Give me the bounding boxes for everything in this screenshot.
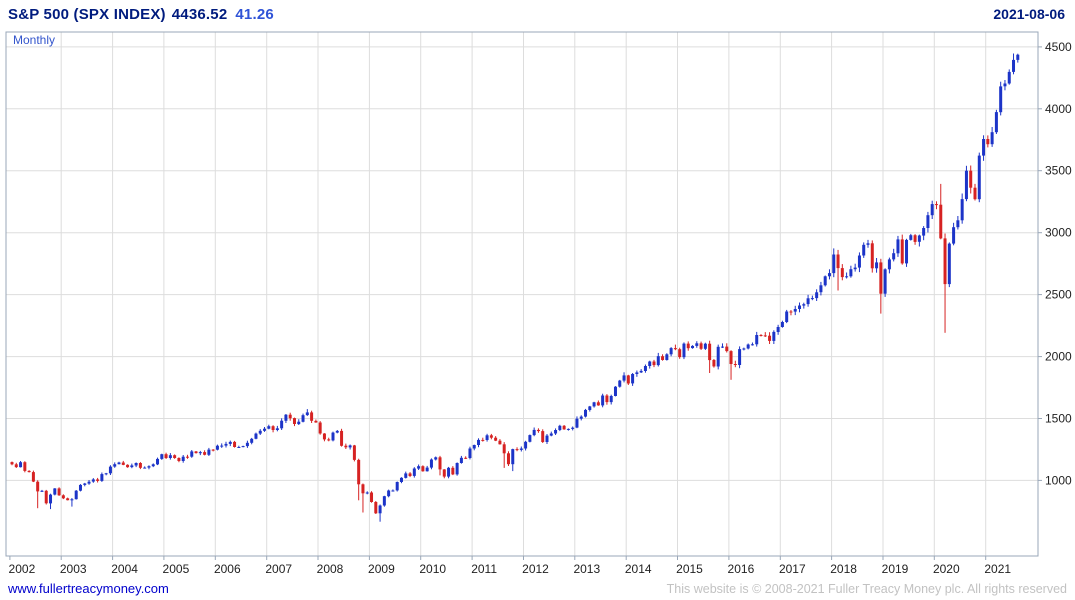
svg-text:2008: 2008 (317, 562, 344, 576)
svg-text:2012: 2012 (522, 562, 549, 576)
svg-text:2020: 2020 (933, 562, 960, 576)
svg-text:2009: 2009 (368, 562, 395, 576)
timeframe-label: Monthly (13, 33, 56, 47)
svg-text:2006: 2006 (214, 562, 241, 576)
svg-text:1500: 1500 (1045, 412, 1072, 426)
svg-text:2019: 2019 (882, 562, 909, 576)
svg-text:2014: 2014 (625, 562, 652, 576)
svg-text:2010: 2010 (419, 562, 446, 576)
svg-text:4000: 4000 (1045, 102, 1072, 116)
instrument-name: S&P 500 (SPX INDEX) (8, 6, 166, 23)
svg-text:3000: 3000 (1045, 226, 1072, 240)
svg-text:2005: 2005 (163, 562, 190, 576)
as-of-date: 2021-08-06 (993, 6, 1065, 22)
svg-text:2002: 2002 (9, 562, 36, 576)
svg-text:2011: 2011 (471, 562, 497, 576)
svg-text:2000: 2000 (1045, 350, 1072, 364)
svg-text:2003: 2003 (60, 562, 87, 576)
copyright-text: This website is © 2008-2021 Fuller Treac… (666, 582, 1067, 596)
candlestick-chart-svg: 1000 1500 2000 2500 3000 3500 4000 4500 2002 2003… (5, 31, 1072, 576)
svg-text:2016: 2016 (728, 562, 755, 576)
site-link[interactable]: www.fullertreacymoney.com (8, 581, 169, 596)
svg-text:3500: 3500 (1045, 164, 1072, 178)
price-chart[interactable]: 1000 1500 2000 2500 3000 3500 4000 4500 2002 2003… (0, 28, 1075, 576)
svg-text:2015: 2015 (676, 562, 703, 576)
svg-text:2021: 2021 (984, 562, 1011, 576)
svg-text:2013: 2013 (573, 562, 600, 576)
last-price: 4436.52 (171, 6, 228, 23)
svg-text:4500: 4500 (1045, 40, 1072, 54)
svg-text:2018: 2018 (830, 562, 857, 576)
svg-text:2007: 2007 (265, 562, 292, 576)
price-change: 41.26 (235, 6, 274, 23)
chart-header: S&P 500 (SPX INDEX) 4436.52 41.26 2021-08-… (8, 6, 1065, 23)
svg-text:2017: 2017 (779, 562, 806, 576)
instrument-title: S&P 500 (SPX INDEX) 4436.52 41.26 (8, 6, 274, 23)
page-footer: www.fullertreacymoney.com This website i… (8, 581, 1067, 596)
svg-text:2500: 2500 (1045, 288, 1072, 302)
svg-text:1000: 1000 (1045, 473, 1072, 487)
svg-text:2004: 2004 (111, 562, 138, 576)
